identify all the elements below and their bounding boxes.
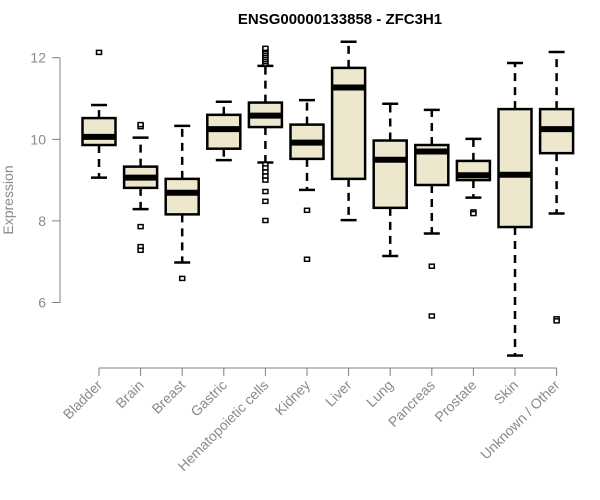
outlier-point xyxy=(428,263,436,269)
outlier-point xyxy=(553,318,560,324)
box-lung xyxy=(372,102,408,258)
x-tick-label: Lung xyxy=(363,377,396,410)
box-unknown-other xyxy=(538,50,575,324)
outlier-point xyxy=(303,256,311,263)
outlier-point xyxy=(262,188,269,195)
box-gastric xyxy=(206,100,242,162)
box-skin xyxy=(497,61,533,357)
outlier-point xyxy=(137,247,144,254)
x-tick-label: Liver xyxy=(322,377,355,410)
iqr-box xyxy=(497,107,533,229)
x-tick-label: Prostate xyxy=(431,377,479,425)
y-tick-label: 8 xyxy=(38,213,46,229)
outlier-point xyxy=(262,45,269,52)
x-tick-label: Brain xyxy=(112,377,146,411)
box-prostate xyxy=(455,137,492,217)
x-tick-label: Kidney xyxy=(272,377,314,419)
box-pancreas xyxy=(414,108,450,319)
outlier-point xyxy=(262,177,269,183)
box-hematopoietic-cells xyxy=(247,45,284,224)
x-tick-label: Unknown / Other xyxy=(477,377,563,463)
outlier-point xyxy=(137,121,144,128)
boxes xyxy=(81,40,575,357)
outlier-point xyxy=(428,313,436,319)
outlier-point xyxy=(262,217,269,224)
box-breast xyxy=(164,124,200,282)
y-tick-label: 6 xyxy=(38,295,46,311)
outlier-point xyxy=(303,207,311,214)
x-tick-label: Breast xyxy=(148,377,188,417)
outlier-point xyxy=(262,198,269,205)
y-axis-label: Expression xyxy=(0,165,16,234)
outlier-point xyxy=(178,275,186,282)
iqr-box xyxy=(372,139,408,210)
x-tick-label: Skin xyxy=(491,377,522,408)
iqr-box xyxy=(81,116,117,147)
y-tick-label: 10 xyxy=(30,131,46,147)
outlier-point xyxy=(95,49,103,56)
box-kidney xyxy=(289,98,325,263)
y-tick-label: 12 xyxy=(30,50,46,66)
outlier-point xyxy=(470,210,477,217)
x-tick-label: Bladder xyxy=(60,377,106,423)
box-bladder xyxy=(81,49,117,179)
chart-title: ENSG00000133858 - ZFC3H1 xyxy=(238,11,442,28)
box-brain xyxy=(122,121,159,254)
iqr-box xyxy=(164,177,200,216)
box-liver xyxy=(330,40,367,222)
outlier-point xyxy=(137,223,144,230)
